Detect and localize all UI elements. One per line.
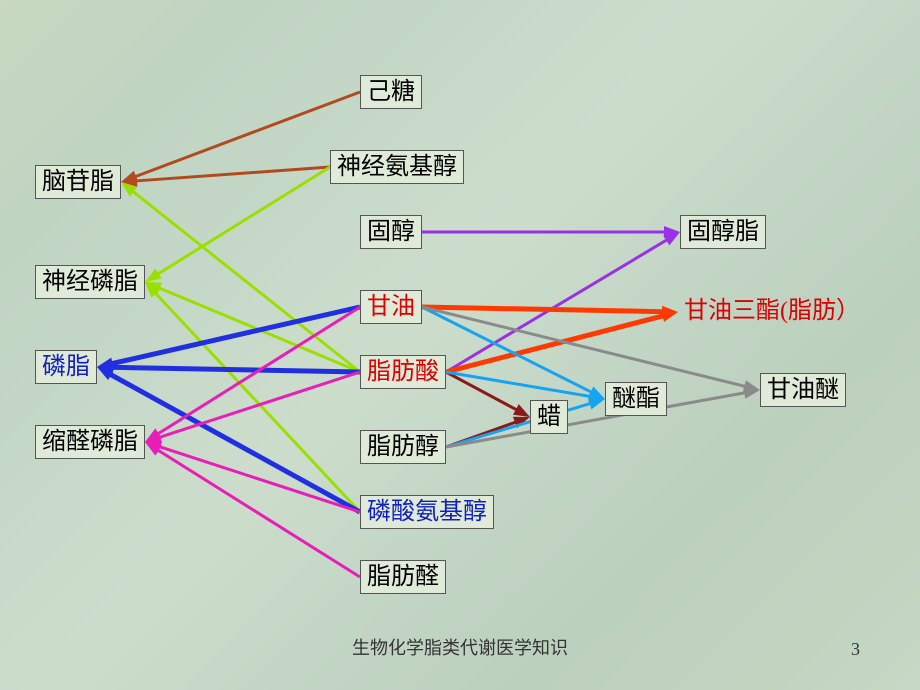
edge-fatty-acid-cerebroside	[129, 188, 360, 372]
arrowhead-fatty-alcohol-glycerol-ether	[743, 387, 760, 399]
arrows-layer	[0, 0, 920, 690]
node-phospholipid: 磷脂	[35, 350, 97, 384]
edge-glycerol-plasmalogen	[153, 307, 360, 437]
edge-fatty-alcohol-ether-ester	[446, 402, 596, 447]
arrowhead-fatty-alcohol-ether-ester	[588, 398, 605, 409]
edge-glycerol-ether-ester	[422, 307, 596, 395]
edge-fatty-acid-wax	[446, 372, 522, 412]
node-fatty-acid: 脂肪酸	[360, 355, 446, 389]
arrowhead-glycerol-plasmalogen	[145, 428, 162, 442]
node-wax: 蜡	[530, 400, 568, 434]
arrowhead-phospho-amino-phospholipid	[97, 367, 114, 380]
node-ether-ester: 醚酯	[605, 382, 667, 416]
node-triglyceride: 甘油三酯(脂肪）	[678, 295, 866, 327]
node-hexose: 己糖	[360, 75, 422, 109]
node-glycerol-ether: 甘油醚	[760, 373, 846, 407]
edge-fatty-acid-plasmalogen	[154, 372, 360, 439]
edge-phospho-amino-sphingomyelin	[152, 289, 360, 512]
edge-fatty-acid-ether-ester	[446, 372, 596, 397]
edge-sphingosine-sphingomyelin	[153, 167, 330, 277]
node-glycerol: 甘油	[360, 290, 422, 324]
node-fatty-alcohol: 脂肪醇	[360, 430, 446, 464]
page-number: 3	[851, 639, 860, 660]
node-phospho-amino: 磷酸氨基醇	[360, 495, 494, 529]
node-sphingomyelin: 神经磷脂	[35, 265, 145, 299]
footer-title: 生物化学脂类代谢医学知识	[0, 634, 920, 660]
edge-fatty-aldehyde-plasmalogen	[153, 447, 360, 577]
arrowhead-fatty-acid-wax	[513, 404, 530, 417]
edge-fatty-acid-triglyceride	[446, 314, 669, 372]
arrowhead-sphingosine-sphingomyelin	[145, 268, 162, 282]
arrowhead-fatty-acid-sphingomyelin	[145, 282, 162, 294]
edge-glycerol-triglyceride	[422, 307, 668, 312]
node-fatty-aldehyde: 脂肪醛	[360, 560, 446, 594]
arrowhead-sterol-sterol-ester	[664, 226, 680, 238]
arrowhead-phospho-amino-sphingomyelin	[145, 282, 160, 298]
edge-sphingosine-cerebroside	[131, 167, 330, 181]
arrowhead-glycerol-triglyceride	[662, 306, 678, 318]
arrowhead-fatty-acid-plasmalogen	[145, 431, 162, 442]
edge-glycerol-phospholipid	[106, 307, 360, 365]
arrowhead-glycerol-glycerol-ether	[743, 380, 760, 392]
edge-fatty-alcohol-glycerol-ether	[446, 392, 751, 447]
arrowhead-fatty-acid-sterol-ester	[663, 232, 680, 245]
arrowhead-fatty-acid-phospholipid	[97, 361, 113, 373]
node-sphingosine: 神经氨基醇	[330, 150, 464, 184]
arrowhead-fatty-acid-ether-ester	[588, 390, 605, 402]
arrowhead-glycerol-ether-ester	[588, 386, 605, 399]
edge-hexose-cerebroside	[130, 92, 360, 179]
arrowhead-fatty-acid-triglyceride	[661, 310, 678, 322]
edge-fatty-alcohol-wax	[446, 420, 521, 447]
arrowhead-fatty-aldehyde-plasmalogen	[145, 442, 162, 456]
node-sterol-ester: 固醇脂	[680, 215, 766, 249]
edge-fatty-acid-sphingomyelin	[154, 286, 360, 372]
edge-fatty-acid-sterol-ester	[446, 237, 672, 372]
arrowhead-fatty-alcohol-wax	[513, 417, 530, 428]
arrowhead-phospho-amino-plasmalogen	[145, 441, 162, 452]
edge-phospho-amino-plasmalogen	[154, 445, 360, 512]
arrowhead-sphingosine-cerebroside	[121, 175, 137, 187]
arrowhead-fatty-acid-cerebroside	[121, 182, 137, 197]
node-plasmalogen: 缩醛磷脂	[35, 425, 145, 459]
arrowhead-glycerol-phospholipid	[97, 358, 114, 370]
node-cerebroside: 脑苷脂	[35, 165, 121, 199]
arrowhead-hexose-cerebroside	[121, 171, 138, 182]
edge-fatty-acid-phospholipid	[107, 367, 360, 372]
node-sterol: 固醇	[360, 215, 422, 249]
